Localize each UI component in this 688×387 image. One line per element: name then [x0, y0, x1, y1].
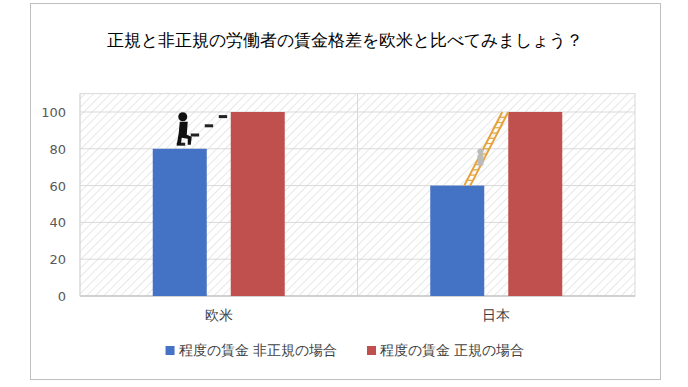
- ladder-rung: [500, 117, 506, 118]
- y-tick-label: 20: [49, 252, 66, 267]
- ladder-climber-body: [477, 155, 483, 166]
- ladder-rung: [467, 180, 473, 181]
- climber-head: [178, 112, 187, 121]
- ladder-rung: [486, 143, 492, 144]
- chart-root: 正規と非正規の労働者の賃金格差を欧米と比べてみましょう？ 0 20 40 60 80 100…: [0, 0, 688, 387]
- ladder-rung: [497, 122, 503, 123]
- ladder-rail: [464, 112, 502, 186]
- ladder-rail: [470, 112, 508, 186]
- ladder-rung: [470, 174, 476, 175]
- y-tick-label: 60: [49, 179, 66, 194]
- legend-swatch: [367, 346, 376, 355]
- ladder-rung: [489, 138, 495, 139]
- y-tick-label: 80: [49, 142, 66, 157]
- y-tick-label: 40: [49, 215, 66, 230]
- category-divider: [357, 94, 358, 296]
- y-tick-label: 0: [58, 289, 66, 304]
- x-tick-label: 日本: [482, 307, 510, 323]
- ladder-climber-head: [477, 149, 483, 155]
- legend: 程度の賃金 非正規の場合 程度の賃金 正規の場合: [166, 342, 525, 358]
- y-axis-line: [80, 94, 81, 296]
- legend-label: 程度の賃金 正規の場合: [380, 342, 524, 358]
- legend-swatch: [166, 346, 175, 355]
- ladder-rung: [483, 148, 489, 149]
- bar: [508, 112, 562, 296]
- bar: [430, 186, 484, 296]
- bar: [153, 149, 207, 296]
- bar: [231, 112, 285, 296]
- y-tick-label: 100: [41, 105, 66, 120]
- chart: 正規と非正規の労働者の賃金格差を欧米と比べてみましょう？ 0 20 40 60 80 100…: [0, 0, 688, 387]
- ladder-rung: [472, 169, 478, 170]
- stair-step: [191, 134, 199, 137]
- title: 正規と非正規の労働者の賃金格差を欧米と比べてみましょう？: [107, 30, 583, 50]
- climber-body: [177, 122, 192, 145]
- stair-step: [219, 115, 227, 118]
- ladder-rung: [494, 127, 500, 128]
- plot-area: [80, 94, 635, 296]
- ladder-rung: [491, 132, 497, 133]
- chart-frame: [31, 4, 661, 380]
- x-tick-label: 欧米: [205, 307, 233, 323]
- bars: [153, 112, 563, 296]
- legend-label: 程度の賃金 非正規の場合: [179, 342, 337, 358]
- stair-step: [205, 124, 213, 127]
- decoration: [177, 112, 509, 186]
